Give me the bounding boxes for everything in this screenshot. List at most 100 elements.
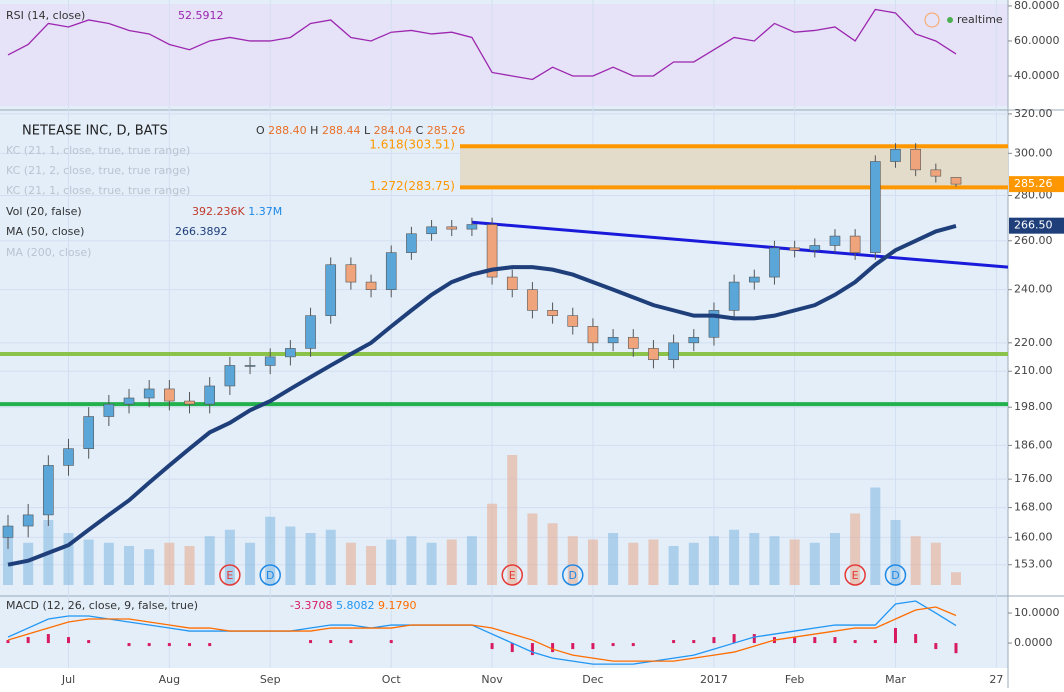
candle-body bbox=[83, 416, 94, 449]
realtime-dot bbox=[947, 17, 953, 23]
x-tick-label: Feb bbox=[785, 673, 804, 686]
price-tag bbox=[1009, 176, 1064, 193]
rsi-band bbox=[0, 4, 1008, 106]
volume-bar bbox=[507, 455, 518, 585]
y-tick-label: 0.0000 bbox=[1014, 636, 1053, 649]
histogram-bar bbox=[389, 640, 393, 644]
price-tag bbox=[1009, 217, 1064, 234]
l-value: 284.04 bbox=[374, 124, 413, 137]
vol-ma-value: 1.37M bbox=[248, 205, 282, 218]
volume-bar bbox=[224, 529, 235, 585]
volume-bar bbox=[527, 513, 538, 585]
volume-bar bbox=[749, 533, 760, 585]
histogram-bar bbox=[692, 640, 696, 644]
rsi-value: 52.5912 bbox=[178, 9, 224, 22]
candle-body bbox=[668, 342, 679, 361]
candle-body bbox=[406, 233, 417, 253]
histogram-bar bbox=[46, 634, 50, 644]
volume-bar bbox=[789, 539, 800, 585]
candle-body bbox=[143, 388, 155, 399]
volume-bar bbox=[547, 523, 558, 585]
volume-bar bbox=[587, 539, 598, 585]
candle-body bbox=[910, 148, 921, 171]
y-tick-label: 260.00 bbox=[1014, 234, 1053, 247]
realtime-label[interactable]: realtime bbox=[957, 13, 1003, 26]
ohlc: O 288.40 H 288.44 L 284.04 C 285.26 bbox=[256, 124, 465, 137]
volume-bar bbox=[850, 513, 861, 585]
y-tick-label: 176.00 bbox=[1014, 472, 1053, 485]
c-label: C bbox=[416, 124, 424, 137]
candle-body bbox=[204, 385, 215, 405]
h-value: 288.44 bbox=[322, 124, 361, 137]
x-tick-label: Jul bbox=[61, 673, 75, 686]
vol-title: Vol (20, false) bbox=[6, 205, 82, 218]
volume-bar bbox=[446, 539, 457, 585]
candle-body bbox=[244, 365, 256, 367]
y-tick-label: 320.00 bbox=[1014, 107, 1053, 120]
volume-bar bbox=[648, 539, 659, 585]
histogram-bar bbox=[853, 640, 857, 644]
histogram-bar bbox=[167, 643, 171, 647]
y-tick-label: 80.0000 bbox=[1014, 0, 1060, 12]
candle-body bbox=[446, 226, 458, 230]
histogram-bar bbox=[26, 637, 30, 644]
y-tick-label: 40.0000 bbox=[1014, 69, 1060, 82]
y-tick-label: 60.0000 bbox=[1014, 34, 1060, 47]
c-value: 285.26 bbox=[427, 124, 466, 137]
volume-bar bbox=[285, 526, 296, 585]
histogram-bar bbox=[571, 643, 575, 650]
candle-body bbox=[123, 397, 135, 405]
series-line bbox=[7, 223, 957, 567]
candle-body bbox=[849, 235, 861, 253]
candle-body bbox=[365, 281, 377, 290]
histogram-bar bbox=[147, 643, 151, 647]
event-badge bbox=[884, 564, 907, 586]
histogram-bar bbox=[490, 643, 494, 650]
volume-bar bbox=[950, 572, 961, 585]
histogram-bar bbox=[813, 637, 817, 644]
y-tick-label: 160.00 bbox=[1014, 530, 1053, 543]
candle-body bbox=[547, 310, 558, 316]
volume-bar bbox=[325, 529, 336, 585]
realtime-icon[interactable] bbox=[924, 12, 940, 28]
event-label: E bbox=[509, 569, 516, 582]
volume-bar bbox=[124, 546, 135, 585]
volume-bar bbox=[668, 546, 679, 585]
fib-label: 1.272(283.75) bbox=[369, 179, 455, 193]
ma-legend: MA (50, close) 266.3892 bbox=[6, 225, 228, 238]
volume-bar bbox=[386, 539, 397, 585]
y-tick-label: 210.00 bbox=[1014, 364, 1053, 377]
candle-body bbox=[103, 403, 115, 417]
candle-body bbox=[567, 315, 579, 327]
candle-body bbox=[890, 148, 901, 162]
volume-bar bbox=[809, 542, 820, 585]
histogram-bar bbox=[631, 643, 635, 647]
volume-bar bbox=[608, 533, 619, 585]
volume-bar bbox=[829, 533, 840, 585]
event-label: E bbox=[852, 569, 859, 582]
macd-value: 5.8082 bbox=[336, 599, 375, 612]
histogram-bar bbox=[712, 637, 716, 644]
event-label: D bbox=[266, 569, 274, 582]
time-axis bbox=[0, 668, 1008, 688]
volume-bar bbox=[245, 542, 256, 585]
candle-body bbox=[63, 448, 74, 466]
histogram-bar bbox=[349, 640, 353, 644]
series-line bbox=[7, 600, 957, 665]
volume-bar bbox=[890, 520, 901, 585]
histogram-bar bbox=[954, 643, 958, 654]
price-tag-label: 285.26 bbox=[1014, 177, 1053, 190]
histogram-bar bbox=[67, 637, 71, 644]
event-badge bbox=[844, 564, 866, 586]
volume-bar bbox=[487, 503, 498, 585]
histogram-bar bbox=[87, 640, 91, 644]
x-tick-label: Sep bbox=[260, 673, 281, 686]
candle-body bbox=[748, 276, 760, 283]
volume-bar bbox=[769, 536, 780, 585]
volume-bar bbox=[23, 542, 34, 585]
price-axis bbox=[1008, 0, 1064, 688]
histogram-bar bbox=[530, 643, 534, 656]
vol-legend: Vol (20, false) 392.236K 1.37M bbox=[6, 205, 282, 218]
x-tick-label: Nov bbox=[481, 673, 503, 686]
